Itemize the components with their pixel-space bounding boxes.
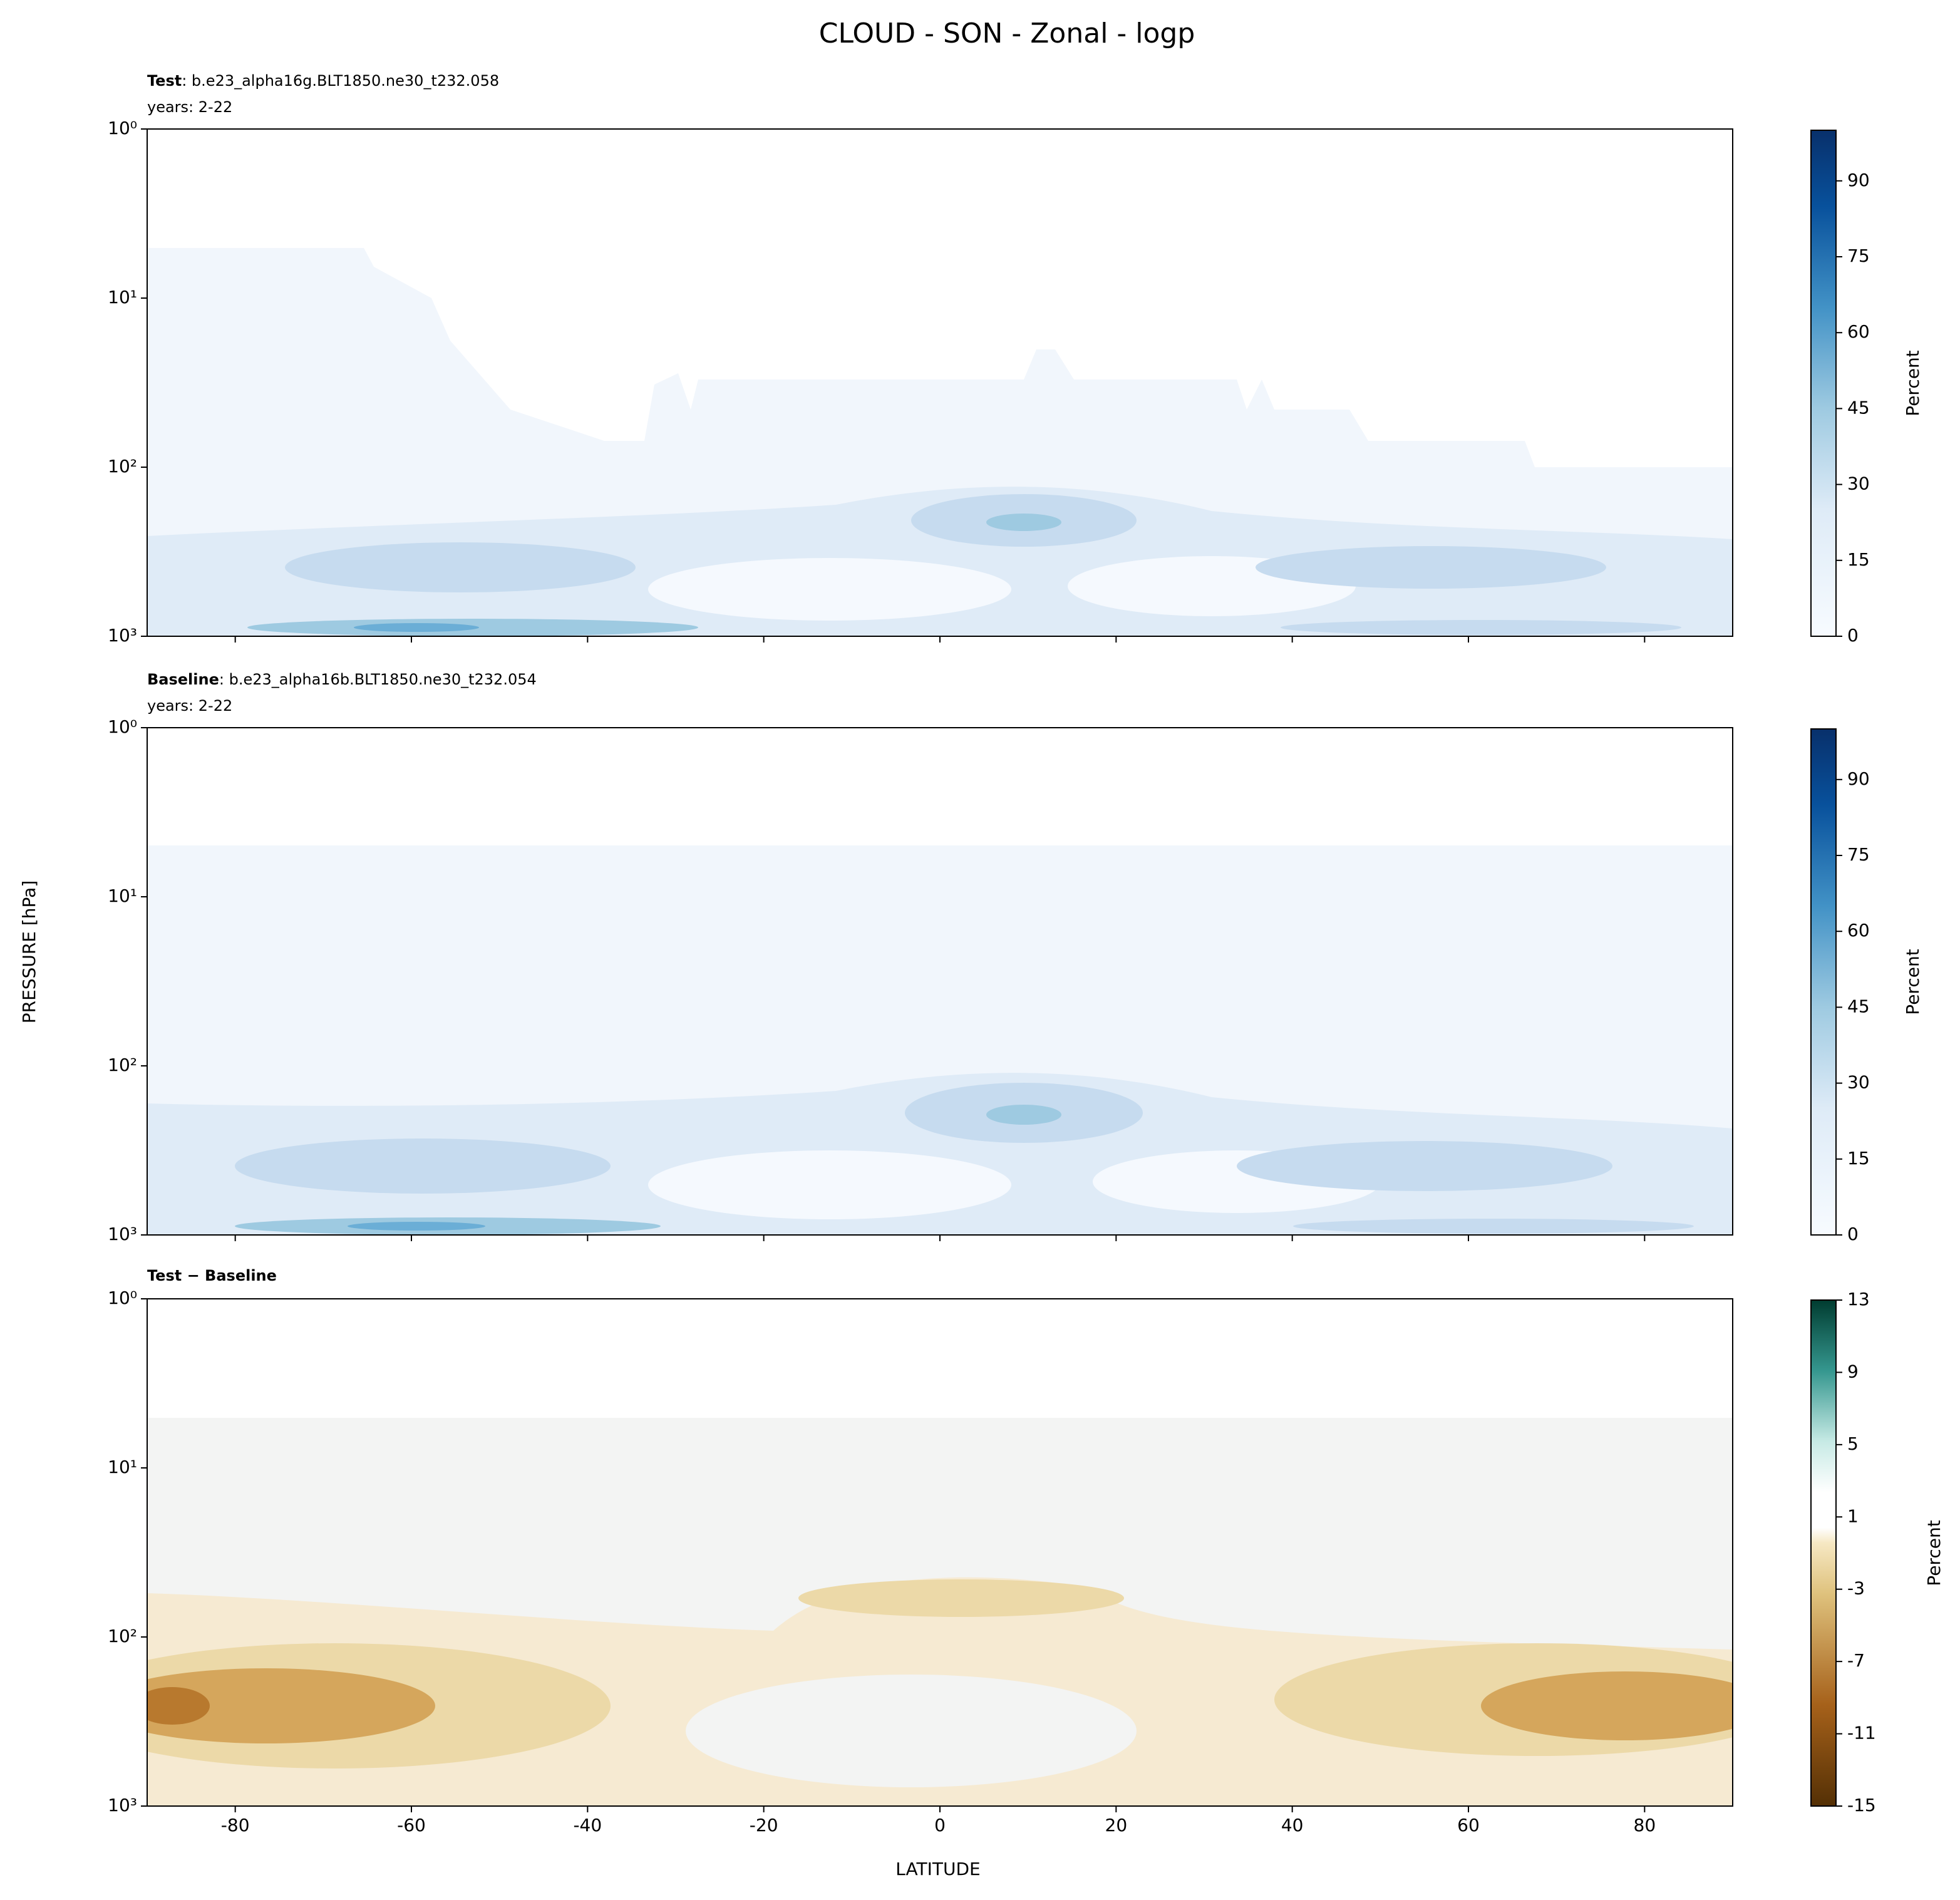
y-tick-label: 10⁰ [108,118,137,138]
panel-title-text: : b.e23_alpha16b.BLT1850.ne30_t232.054 [219,671,537,688]
y-tick-label: 10⁰ [108,716,137,737]
colorbar-tick-label: 0 [1847,625,1859,646]
x-tick-label: 60 [1457,1815,1480,1835]
colorbar-tick-label: 0 [1847,1224,1859,1244]
colorbar-tick-label: 45 [1847,996,1870,1016]
x-tick-label: -40 [573,1815,602,1835]
panel-title-bold: Baseline [147,671,219,688]
colorbar-tick-label: -11 [1847,1723,1876,1743]
colorbar-tick-label: 9 [1847,1361,1859,1381]
x-tick-label: -20 [750,1815,778,1835]
x-axis-label: LATITUDE [895,1859,980,1879]
y-tick-label: 10² [108,1626,137,1646]
colorbar-label: Percent [1924,1520,1944,1586]
x-tick-label: 80 [1634,1815,1656,1835]
contour-field [147,845,1733,1235]
panel-title-bold: Test − Baseline [147,1267,277,1284]
colorbar-tick-label: 15 [1847,549,1870,570]
panel-title-bold: Test [147,72,182,90]
contour-field [147,1418,1733,1806]
colorbar-tick-label: 90 [1847,768,1870,789]
panel-title: Test − Baseline [147,1267,277,1284]
contour-field [147,248,1733,636]
x-tick-label: 0 [934,1815,946,1835]
panel-title: Baseline: b.e23_alpha16b.BLT1850.ne30_t2… [147,671,537,688]
y-tick-label: 10² [108,1055,137,1075]
x-tick-label: -60 [397,1815,426,1835]
colorbar-tick-label: 15 [1847,1148,1870,1169]
colorbar-label: Percent [1902,350,1923,416]
y-tick-label: 10⁰ [108,1288,137,1308]
y-tick-label: 10³ [108,1224,137,1244]
y-tick-label: 10¹ [108,287,137,307]
panel-title-text: : b.e23_alpha16g.BLT1850.ne30_t232.058 [182,72,499,90]
colorbar-tick-label: 30 [1847,473,1870,494]
colorbar-label: Percent [1902,949,1923,1015]
colorbar [1810,130,1837,637]
y-axis-label: PRESSURE [hPa] [19,880,39,1024]
colorbar [1810,728,1837,1236]
x-tick-label: -80 [221,1815,250,1835]
colorbar-tick-label: 75 [1847,245,1870,266]
colorbar-tick-label: 30 [1847,1072,1870,1093]
colorbar [1810,1299,1837,1807]
colorbar-tick-label: 5 [1847,1433,1859,1454]
colorbar-tick-label: -3 [1847,1578,1865,1599]
colorbar-tick-label: 75 [1847,844,1870,865]
colorbar-tick-label: -7 [1847,1650,1865,1671]
panel-subtitle: years: 2-22 [147,98,232,116]
y-tick-label: 10³ [108,1795,137,1815]
y-tick-label: 10² [108,456,137,477]
colorbar-tick-label: 13 [1847,1289,1870,1309]
y-tick-label: 10³ [108,625,137,646]
panel-title: Test: b.e23_alpha16g.BLT1850.ne30_t232.0… [147,72,499,90]
x-tick-label: 20 [1105,1815,1128,1835]
y-tick-label: 10¹ [108,1457,137,1477]
colorbar-tick-label: 1 [1847,1505,1859,1526]
y-tick-label: 10¹ [108,885,137,906]
colorbar-tick-label: -15 [1847,1795,1876,1815]
figure-title: CLOUD - SON - Zonal - logp [819,18,1195,49]
colorbar-tick-label: 60 [1847,321,1870,342]
colorbar-tick-label: 45 [1847,397,1870,418]
colorbar-tick-label: 60 [1847,920,1870,941]
x-tick-label: 40 [1281,1815,1304,1835]
panel-subtitle: years: 2-22 [147,697,232,715]
colorbar-tick-label: 90 [1847,170,1870,190]
